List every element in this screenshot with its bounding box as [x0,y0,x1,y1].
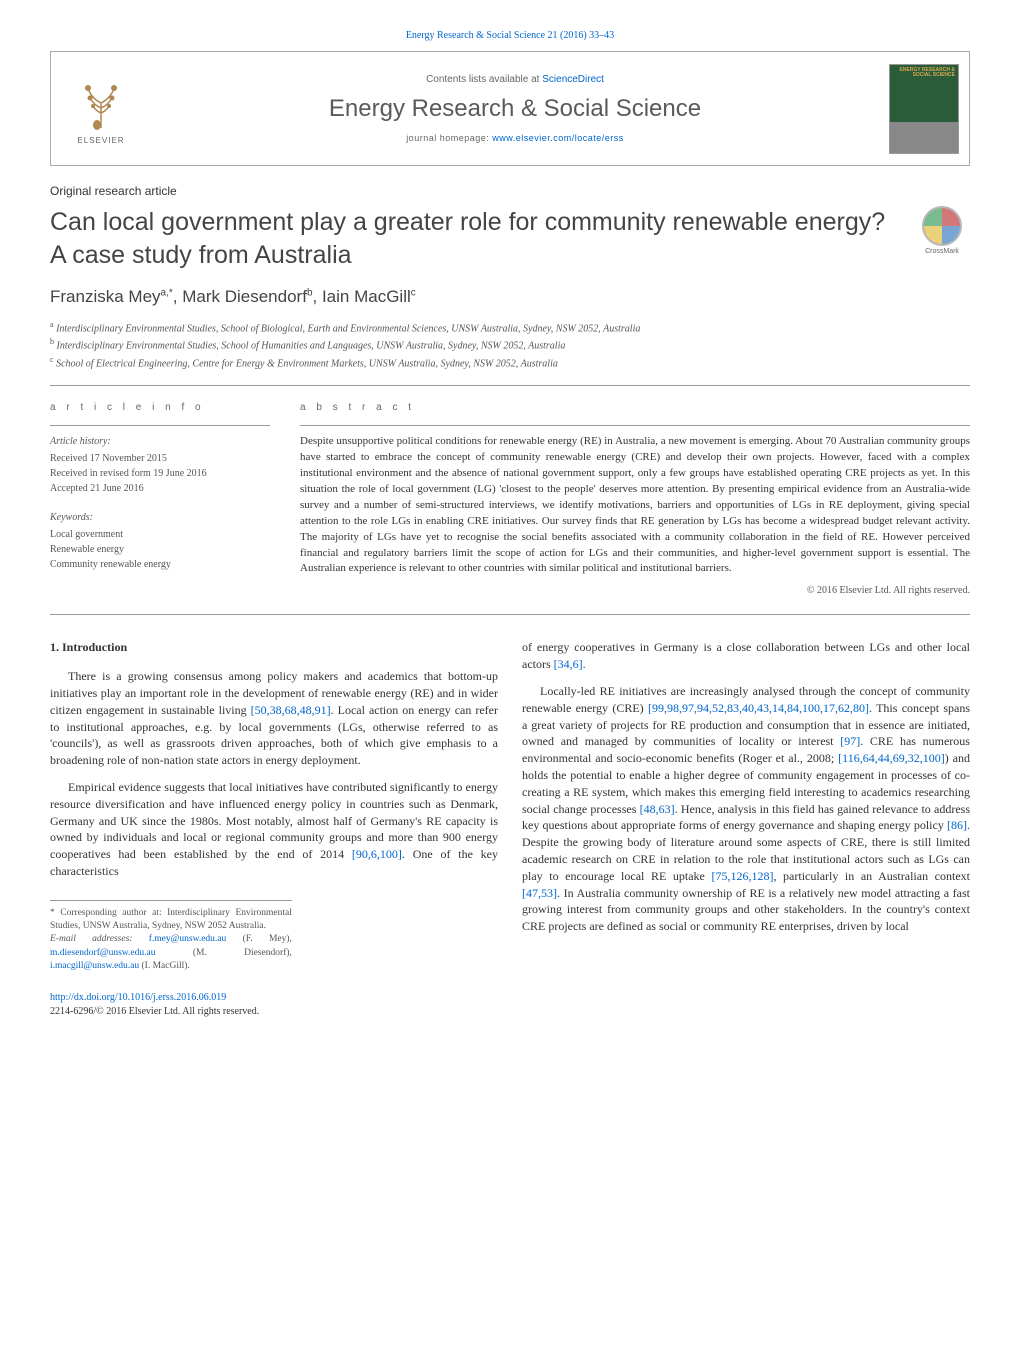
article-info-column: a r t i c l e i n f o Article history: R… [50,402,270,596]
article-info-heading: a r t i c l e i n f o [50,402,270,413]
journal-cover-thumbnail: ENERGY RESEARCH & SOCIAL SCIENCE [889,64,959,154]
journal-name: Energy Research & Social Science [329,95,701,123]
author-3: , Iain MacGill [313,287,411,306]
crossmark-label: CrossMark [925,248,959,255]
body-column-right: of energy cooperatives in Germany is a c… [522,639,970,1019]
divider [50,385,970,386]
citation-link[interactable]: [99,98,97,94,52,83,40,43,14,84,100,17,62… [648,701,869,715]
author-2: , Mark Diesendorf [173,287,307,306]
homepage-prefix: journal homepage: [406,133,492,143]
section-1-heading: 1. Introduction [50,639,498,656]
citation-link[interactable]: [47,53] [522,886,557,900]
email-addresses: E-mail addresses: f.mey@unsw.edu.au (F. … [50,933,292,973]
doi-link[interactable]: http://dx.doi.org/10.1016/j.erss.2016.06… [50,992,226,1003]
keyword-3: Community renewable energy [50,557,270,572]
affiliation-c: School of Electrical Engineering, Centre… [56,358,558,369]
citation-link[interactable]: [50,38,68,48,91] [251,703,331,717]
affiliations-block: a Interdisciplinary Environmental Studie… [50,319,970,371]
contents-prefix: Contents lists available at [426,74,542,85]
keyword-1: Local government [50,527,270,542]
footnotes: * Corresponding author at: Interdiscipli… [50,900,292,973]
citation-link[interactable]: [97] [840,734,860,748]
affiliation-a: Interdisciplinary Environmental Studies,… [56,323,640,334]
intro-paragraph-2: Empirical evidence suggests that local i… [50,779,498,880]
affiliation-b: Interdisciplinary Environmental Studies,… [57,341,566,352]
author-3-affil-marker: c [411,287,416,298]
author-list: Franziska Meya,*, Mark Diesendorfb, Iain… [50,287,970,307]
divider [50,614,970,615]
corresponding-author-note: * Corresponding author at: Interdiscipli… [50,907,292,934]
revised-date: Received in revised form 19 June 2016 [50,466,270,481]
journal-header-box: ELSEVIER Contents lists available at Sci… [50,51,970,166]
body-column-left: 1. Introduction There is a growing conse… [50,639,498,1019]
crossmark-icon [922,206,962,246]
contents-available-line: Contents lists available at ScienceDirec… [426,74,604,85]
email-link-3[interactable]: i.macgill@unsw.edu.au [50,961,139,971]
abstract-copyright: © 2016 Elsevier Ltd. All rights reserved… [300,585,970,596]
keywords-label: Keywords: [50,510,270,525]
citation-link[interactable]: [86] [947,818,967,832]
running-head-citation: Energy Research & Social Science 21 (201… [50,30,970,41]
crossmark-badge[interactable]: CrossMark [914,206,970,262]
accepted-date: Accepted 21 June 2016 [50,481,270,496]
citation-link[interactable]: [116,64,44,69,32,100] [838,751,945,765]
intro-paragraph-3: Locally-led RE initiatives are increasin… [522,683,970,935]
elsevier-logo-cell: ELSEVIER [51,52,151,165]
intro-paragraph-2-cont: of energy cooperatives in Germany is a c… [522,639,970,673]
journal-homepage-link[interactable]: www.elsevier.com/locate/erss [492,133,624,143]
journal-cover-title: ENERGY RESEARCH & SOCIAL SCIENCE [890,68,955,79]
article-title: Can local government play a greater role… [50,206,894,271]
elsevier-wordmark: ELSEVIER [77,136,124,145]
doi-block: http://dx.doi.org/10.1016/j.erss.2016.06… [50,991,498,1019]
email-link-2[interactable]: m.diesendorf@unsw.edu.au [50,948,155,958]
article-history-label: Article history: [50,434,270,449]
author-1-affil-marker: a,* [161,287,173,298]
abstract-heading: a b s t r a c t [300,402,970,413]
citation-link[interactable]: [48,63] [640,802,675,816]
author-1: Franziska Mey [50,287,161,306]
citation-link[interactable]: [90,6,100] [352,847,402,861]
keyword-2: Renewable energy [50,542,270,557]
citation-link[interactable]: [75,126,128] [711,869,773,883]
intro-paragraph-1: There is a growing consensus among polic… [50,668,498,769]
abstract-column: a b s t r a c t Despite unsupportive pol… [300,402,970,596]
citation-link[interactable]: [34,6] [554,657,583,671]
abstract-text: Despite unsupportive political condition… [300,425,970,577]
article-type-label: Original research article [50,184,970,198]
homepage-line: journal homepage: www.elsevier.com/locat… [406,133,624,143]
issn-copyright: 2214-6296/© 2016 Elsevier Ltd. All right… [50,1006,259,1017]
elsevier-tree-icon [76,73,126,133]
elsevier-logo: ELSEVIER [61,64,141,154]
sciencedirect-link[interactable]: ScienceDirect [542,74,604,85]
email-link-1[interactable]: f.mey@unsw.edu.au [149,934,227,944]
received-date: Received 17 November 2015 [50,451,270,466]
